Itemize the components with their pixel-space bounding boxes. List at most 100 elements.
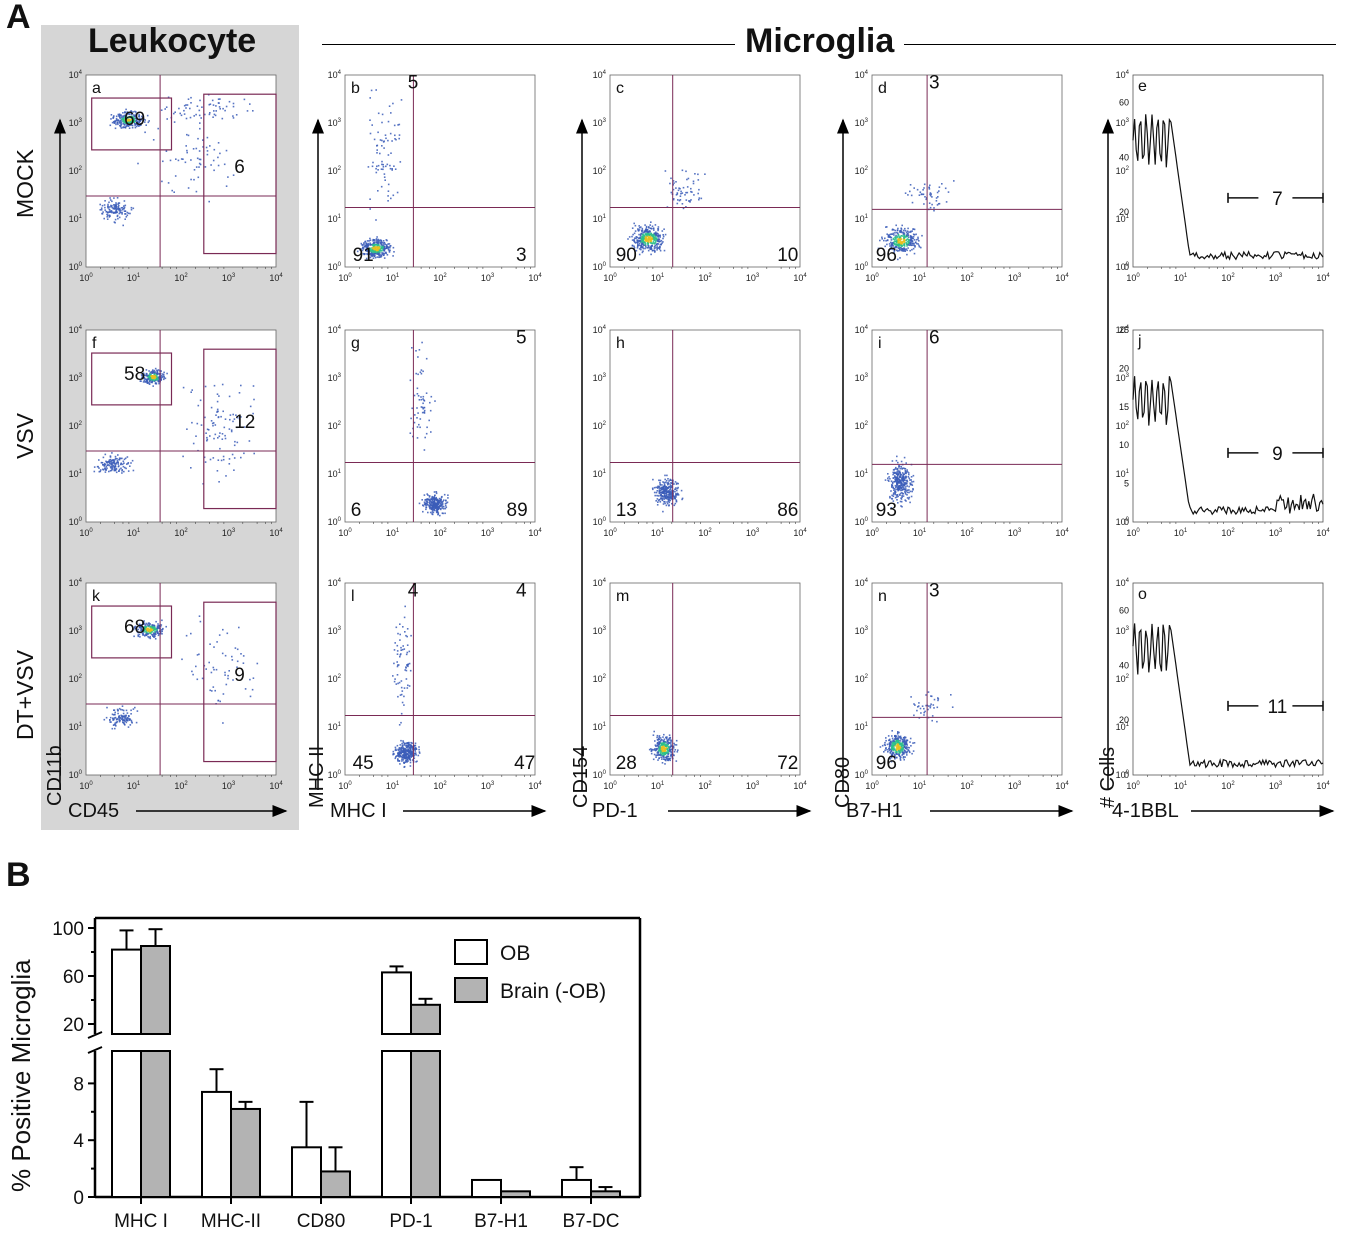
y-tick-label: 104 — [593, 578, 607, 588]
x-tick-label: CD80 — [297, 1211, 346, 1232]
y-tick-label: 103 — [1116, 118, 1130, 128]
y-tick-label: 100 — [328, 262, 342, 272]
x-tick-label: 101 — [1174, 273, 1188, 283]
subpanel-letter: m — [616, 588, 629, 605]
x-tick-label: 102 — [433, 528, 447, 538]
plot-frame — [344, 582, 536, 776]
y-tick-label: 102 — [328, 166, 342, 176]
x-tick-label: 103 — [222, 273, 236, 283]
y-tick-label: 0 — [1124, 262, 1129, 272]
gate-percentage: 11 — [1268, 697, 1288, 718]
quadrant-percentage: 47 — [514, 753, 535, 774]
x-tick-label: 100 — [338, 273, 352, 283]
y-axis-label-mhc-ii: MHC II — [306, 745, 328, 808]
y-tick-label: 104 — [855, 578, 869, 588]
bar-brain-ob- — [320, 1170, 351, 1199]
gate-box — [203, 93, 277, 255]
plot-frame — [609, 582, 801, 776]
y-tick-label: 102 — [855, 674, 869, 684]
x-axis-label-cd45: CD45 — [68, 800, 120, 822]
x-tick-label: 104 — [1055, 528, 1069, 538]
gate-box — [91, 97, 173, 151]
x-tick-label: 104 — [793, 528, 807, 538]
y-tick-label: 60 — [1119, 97, 1129, 107]
quadrant-percentage: 9 — [234, 665, 245, 686]
x-tick-label: 103 — [1008, 528, 1022, 538]
subpanel-letter: o — [1138, 586, 1147, 603]
quadrant-percentage: 45 — [353, 753, 374, 774]
y-tick-label: 101 — [1116, 722, 1130, 732]
x-tick-label: 102 — [698, 528, 712, 538]
x-tick-label: 103 — [746, 528, 760, 538]
y-tick-label: 101 — [328, 469, 342, 479]
y-tick-label: 100 — [52, 919, 84, 940]
y-tick-label: 103 — [1116, 373, 1130, 383]
bar-lower-segment — [381, 1050, 412, 1198]
x-tick-label: 104 — [1316, 781, 1330, 791]
y-tick-label: 101 — [855, 722, 869, 732]
quadrant-percentage: 3 — [929, 72, 940, 93]
y-tick-label: 100 — [855, 770, 869, 780]
bar-ob — [471, 1178, 502, 1198]
x-tick-label: 103 — [746, 781, 760, 791]
microglia-header: Microglia — [735, 22, 905, 61]
x-tick-label: 104 — [528, 273, 542, 283]
x-tick-label: 104 — [528, 781, 542, 791]
y-tick-label: 20 — [63, 1015, 84, 1036]
y-tick-label: 100 — [1116, 517, 1130, 527]
x-axis-label-pd-1: PD-1 — [592, 800, 638, 822]
quadrant-percentage: 28 — [616, 753, 637, 774]
quadrant-percentage: 10 — [777, 245, 798, 266]
quadrant-percentage: 3 — [929, 580, 940, 601]
quadrant-percentage: 96 — [876, 753, 897, 774]
x-tick-label: 102 — [1221, 528, 1235, 538]
bar-brain-ob- — [500, 1190, 531, 1199]
x-tick-label: 104 — [1055, 781, 1069, 791]
x-tick-label: 101 — [651, 528, 665, 538]
quadrant-percentage: 58 — [124, 364, 145, 385]
y-tick-label: 102 — [593, 166, 607, 176]
x-tick-label: 102 — [698, 273, 712, 283]
bar-ob — [111, 948, 142, 1035]
x-tick-label: 102 — [174, 781, 188, 791]
y-tick-label: 104 — [1116, 325, 1130, 335]
y-tick-label: 8 — [73, 1074, 84, 1095]
leukocyte-header: Leukocyte — [88, 22, 257, 60]
y-tick-label: 100 — [69, 517, 83, 527]
y-tick-label: 104 — [69, 70, 83, 80]
bar-brain-ob- — [140, 945, 171, 1035]
y-tick-label: 101 — [593, 469, 607, 479]
y-tick-label: 102 — [1116, 421, 1130, 431]
quadrant-percentage: 5 — [516, 327, 527, 348]
x-tick-label: 100 — [1126, 528, 1140, 538]
y-tick-label: 102 — [593, 674, 607, 684]
y-tick-label: 60 — [1119, 605, 1129, 615]
quadrant-percentage: 4 — [516, 580, 527, 601]
x-tick-label: 101 — [913, 781, 927, 791]
quadrant-percentage: 6 — [929, 327, 940, 348]
y-tick-label: 10 — [1119, 440, 1129, 450]
gate-box — [91, 352, 173, 406]
histogram-curve — [1132, 114, 1324, 261]
y-tick-label: 103 — [855, 118, 869, 128]
y-tick-label: 104 — [69, 578, 83, 588]
x-tick-label: 102 — [174, 528, 188, 538]
x-tick-label: 100 — [338, 781, 352, 791]
quadrant-percentage: 96 — [876, 245, 897, 266]
y-tick-label: 40 — [1119, 152, 1129, 162]
x-tick-label: 101 — [386, 781, 400, 791]
y-tick-label: 0 — [1124, 517, 1129, 527]
x-tick-label: 101 — [651, 781, 665, 791]
plot-frame — [344, 74, 536, 268]
y-tick-label: 100 — [593, 770, 607, 780]
y-tick-label: 101 — [855, 214, 869, 224]
bar-ob — [291, 1146, 322, 1199]
quadrant-percentage: 89 — [507, 500, 528, 521]
plot-frame — [85, 329, 277, 523]
x-tick-label: 101 — [1174, 781, 1188, 791]
y-tick-label: 104 — [855, 325, 869, 335]
